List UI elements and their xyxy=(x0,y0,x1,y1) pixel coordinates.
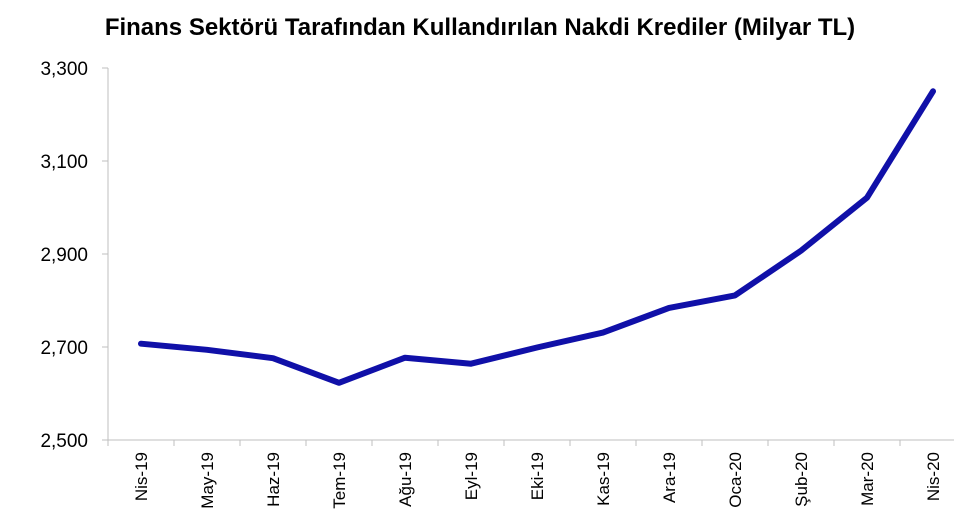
x-tick-label: Nis-20 xyxy=(924,452,943,501)
y-tick-label: 3,300 xyxy=(40,59,88,80)
x-tick-label: Şub-20 xyxy=(792,452,811,507)
series-group xyxy=(138,88,936,386)
x-tick-label: Nis-19 xyxy=(132,452,151,501)
x-tick-label: Ara-19 xyxy=(660,452,679,503)
x-tick-label: Tem-19 xyxy=(330,452,349,509)
x-tick-label: Ağu-19 xyxy=(396,452,415,507)
x-tick-label: Haz-19 xyxy=(264,452,283,507)
x-tick-label: Oca-20 xyxy=(726,452,745,508)
y-tick-label: 2,500 xyxy=(40,431,88,452)
x-tick-label: Kas-19 xyxy=(594,452,613,506)
y-tick-label: 2,700 xyxy=(40,338,88,359)
x-tick-label: Eki-19 xyxy=(528,452,547,500)
axes xyxy=(107,68,954,441)
x-tick-label: Eyl-19 xyxy=(462,452,481,500)
x-tick-label: Mar-20 xyxy=(858,452,877,506)
series-line xyxy=(138,88,936,386)
chart-title: Finans Sektörü Tarafından Kullandırılan … xyxy=(104,14,856,41)
y-tick-label: 2,900 xyxy=(40,245,88,266)
y-tick-label: 3,100 xyxy=(40,152,88,173)
x-axis-ticks: Nis-19 May-19 Haz-19 Tem-19 Ağu-19 Eyl-19 Eki-… xyxy=(107,440,943,509)
x-tick-label: May-19 xyxy=(198,452,217,509)
y-axis-ticks: 2,500 2,700 2,900 3,100 3,300 xyxy=(40,59,108,452)
